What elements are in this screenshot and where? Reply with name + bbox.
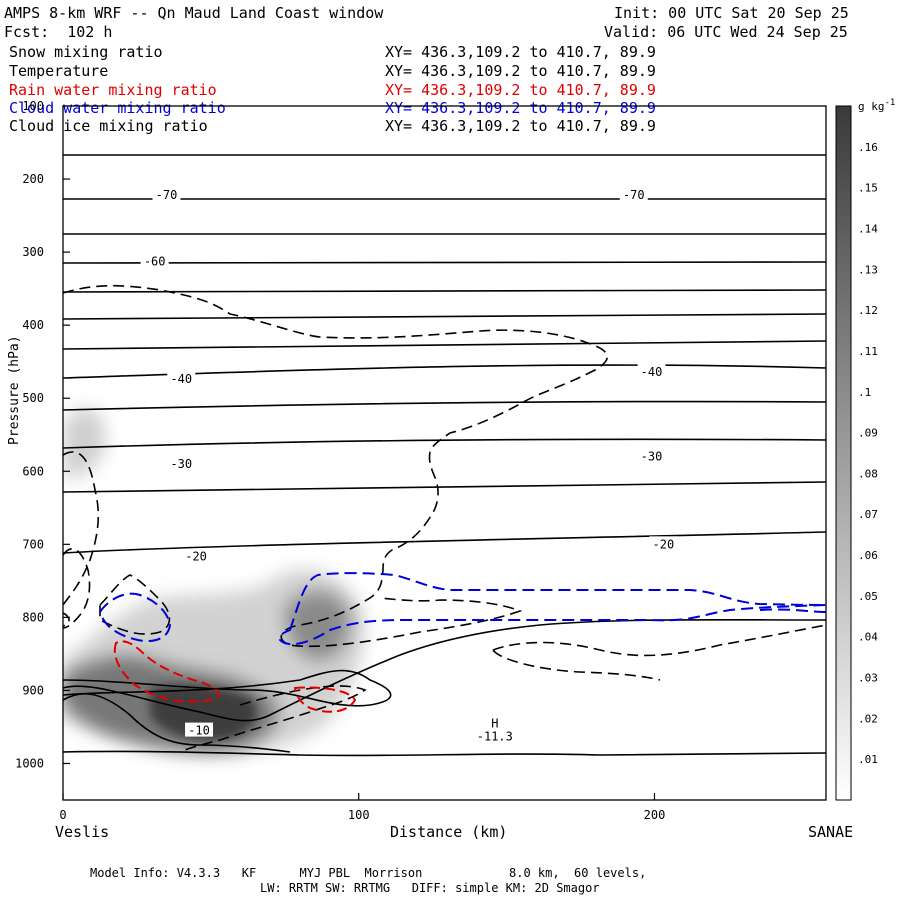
extremum-value: -11.3: [477, 730, 513, 744]
legend-name-snow: Snow mixing ratio: [9, 43, 163, 61]
temperature-contour-label: -40: [170, 372, 192, 386]
legend-xy-temperature: XY= 436.3,109.2 to 410.7, 89.9: [385, 62, 656, 80]
colorbar-tick-label: .06: [858, 549, 878, 562]
y-tick-label: 800: [22, 610, 44, 624]
legend-xy-rain: XY= 436.3,109.2 to 410.7, 89.9: [385, 81, 656, 99]
contour-label-bg: [182, 548, 211, 563]
colorbar-tick-label: .05: [858, 590, 878, 603]
temperature-contour-label: -30: [641, 450, 663, 464]
cloud-ice-contours: [62, 284, 827, 751]
legend-xy-snow: XY= 436.3,109.2 to 410.7, 89.9: [385, 43, 656, 61]
forecast-hour: Fcst: 102 h: [4, 23, 113, 41]
y-tick-label: 100: [22, 99, 44, 113]
init-time: Init: 00 UTC Sat 20 Sep 25: [614, 4, 849, 22]
colorbar-tick-label: .15: [858, 182, 878, 195]
contour-label-bg: [185, 722, 214, 737]
x-tick-label: 200: [644, 808, 666, 822]
y-tick-label: 300: [22, 245, 44, 259]
colorbar-unit: g kg-1: [858, 98, 895, 113]
legend-xy-cloud-ice: XY= 436.3,109.2 to 410.7, 89.9: [385, 117, 656, 135]
contour-label-bg: [637, 363, 666, 378]
colorbar-tick-label: .02: [858, 712, 878, 725]
cloud-water-contours: [98, 572, 827, 646]
rain-water-contours: [113, 640, 357, 713]
plot-frame: [62, 105, 827, 801]
colorbar-tick-label: .14: [858, 222, 878, 235]
temperature-contour-label: -40: [641, 365, 663, 379]
colorbar-tick-label: .04: [858, 631, 878, 644]
contour-label-bg: [619, 187, 648, 202]
chart-title: AMPS 8-km WRF -- Qn Maud Land Coast wind…: [4, 4, 384, 22]
colorbar-tick-label: .03: [858, 672, 878, 685]
colorbar-tick-label: .08: [858, 467, 878, 480]
y-axis-title: Pressure (hPa): [7, 335, 22, 445]
valid-time: Valid: 06 UTC Wed 24 Sep 25: [604, 23, 848, 41]
temperature-contour-label: -30: [170, 457, 192, 471]
y-tick-label: 200: [22, 172, 44, 186]
snow-shading: [63, 407, 365, 755]
y-tick-label: 400: [22, 318, 44, 332]
y-tick-label: 500: [22, 391, 44, 405]
y-tick-label: 700: [22, 537, 44, 551]
contour-label-bg: [152, 187, 181, 202]
temperature-contours: [62, 154, 827, 757]
colorbar-tick-label: .07: [858, 508, 878, 521]
legend-name-cloud-ice: Cloud ice mixing ratio: [9, 117, 208, 135]
x-left-endpoint: Veslis: [55, 823, 110, 841]
legend-name-rain: Rain water mixing ratio: [9, 81, 217, 99]
x-right-endpoint: SANAE: [808, 823, 854, 841]
colorbar-tick-label: .11: [858, 345, 878, 358]
x-tick-label: 0: [59, 808, 66, 822]
legend-name-cloud-water: Cloud water mixing ratio: [9, 99, 226, 117]
y-tick-label: 600: [22, 464, 44, 478]
colorbar-tick-label: .01: [858, 753, 878, 766]
extremum-marker: H: [491, 717, 498, 731]
temperature-contour-label: -70: [156, 188, 178, 202]
colorbar-tick-label: .1: [858, 386, 871, 399]
colorbar-tick-label: .13: [858, 263, 878, 276]
colorbar-tick-label: .12: [858, 304, 878, 317]
contour-label-bg: [637, 448, 666, 463]
colorbar: [835, 105, 852, 801]
x-axis-title: Distance (km): [390, 823, 508, 841]
model-info: Model Info: V4.3.3 KF MYJ PBL Morrison 8…: [90, 866, 647, 880]
y-tick-label: 1000: [15, 756, 44, 770]
contour-label-bg: [167, 455, 196, 470]
temperature-contour-label: -20: [185, 550, 207, 564]
physics-info: LW: RRTM SW: RRTMG DIFF: simple KM: 2D S…: [260, 881, 600, 895]
contour-label-bg: [140, 253, 169, 268]
x-tick-label: 100: [348, 808, 370, 822]
legend-name-temperature: Temperature: [9, 62, 109, 80]
contour-label-bg: [167, 371, 196, 386]
temperature-contour-label: -20: [653, 537, 675, 551]
temperature-contour-label: -10: [188, 724, 210, 738]
colorbar-tick-label: .09: [858, 427, 878, 440]
legend-xy-cloud-water: XY= 436.3,109.2 to 410.7, 89.9: [385, 99, 656, 117]
contour-label-bg: [649, 536, 678, 551]
y-tick-label: 900: [22, 683, 44, 697]
temperature-contour-label: -60: [144, 255, 166, 269]
colorbar-tick-label: .16: [858, 141, 878, 154]
temperature-contour-label: -70: [623, 188, 645, 202]
